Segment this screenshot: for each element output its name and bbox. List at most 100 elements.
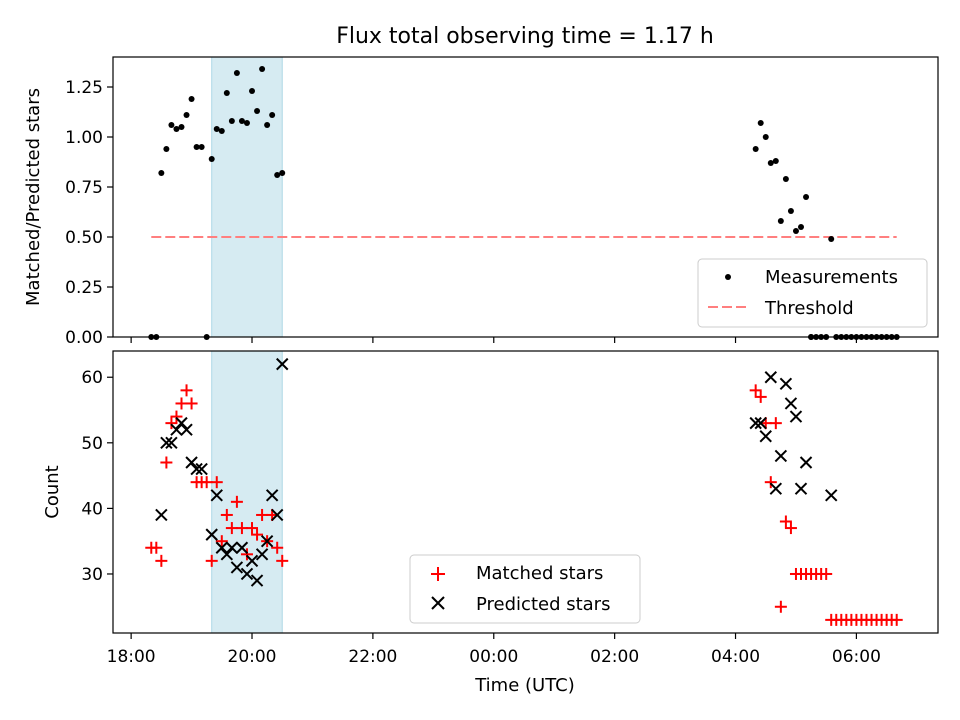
predicted-star-point bbox=[794, 482, 808, 495]
y-tick-label: 0.75 bbox=[65, 178, 103, 198]
measurement-point bbox=[163, 146, 170, 152]
predicted-star-point bbox=[265, 489, 279, 502]
top-y-axis-label: Matched/Predicted stars bbox=[23, 88, 44, 306]
predicted-star-point bbox=[749, 416, 762, 430]
measurement-point bbox=[777, 218, 784, 224]
measurement-point bbox=[274, 172, 281, 178]
predicted-star-point bbox=[784, 397, 798, 410]
y-tick-label: 40 bbox=[81, 499, 103, 519]
matched-star-point bbox=[779, 515, 792, 528]
top-y-ticks: 0.00 0.25 0.50 0.75 1.00 1.25 bbox=[65, 78, 113, 348]
top-legend-box bbox=[697, 258, 928, 328]
matched-star-point bbox=[769, 417, 782, 430]
measurement-point bbox=[183, 112, 190, 118]
predicted-star-point bbox=[240, 567, 254, 581]
legend-matched-marker bbox=[431, 567, 445, 581]
predicted-star-point bbox=[754, 416, 767, 430]
y-tick-label: 0.25 bbox=[65, 278, 103, 298]
measurement-point bbox=[828, 236, 835, 242]
measurement-point bbox=[767, 160, 774, 166]
predicted-star-point bbox=[180, 423, 193, 436]
predicted-star-point bbox=[825, 489, 838, 502]
matched-star-point bbox=[200, 476, 213, 489]
measurement-point bbox=[269, 112, 276, 118]
predicted-star-point bbox=[799, 456, 813, 469]
matched-star-point bbox=[170, 410, 183, 423]
y-tick-label: 1.25 bbox=[65, 78, 103, 98]
matched-star-point bbox=[774, 600, 787, 613]
measurement-point bbox=[249, 88, 256, 94]
top-plot-frame bbox=[112, 56, 939, 338]
predicted-star-points bbox=[155, 357, 838, 587]
predicted-star-point bbox=[235, 541, 249, 554]
bottom-legend-box bbox=[409, 554, 641, 624]
legend-matched-label: Matched stars bbox=[476, 563, 603, 584]
predicted-star-point bbox=[759, 430, 772, 443]
matched-star-point bbox=[150, 541, 163, 554]
predicted-star-point bbox=[155, 508, 168, 522]
legend-predicted-marker bbox=[431, 596, 445, 610]
predicted-star-point bbox=[276, 357, 289, 371]
matched-star-point bbox=[251, 528, 264, 541]
predicted-star-point bbox=[190, 462, 203, 476]
predicted-star-point bbox=[255, 548, 269, 561]
measurement-point bbox=[198, 144, 205, 150]
matched-star-point bbox=[210, 476, 223, 489]
measurement-point bbox=[792, 228, 799, 234]
measurement-point bbox=[233, 70, 240, 76]
y-tick-label: 60 bbox=[81, 368, 103, 388]
matched-star-point bbox=[749, 384, 762, 397]
measurement-point bbox=[218, 128, 225, 134]
predicted-star-point bbox=[230, 561, 244, 574]
bottom-legend: Matched stars Predicted stars bbox=[409, 554, 641, 624]
x-tick-label: 02:00 bbox=[590, 647, 639, 667]
predicted-star-point bbox=[225, 541, 239, 554]
x-tick-label: 22:00 bbox=[348, 647, 397, 667]
predicted-star-point bbox=[774, 449, 788, 463]
matched-star-point bbox=[225, 522, 238, 535]
predicted-star-point bbox=[250, 574, 264, 587]
predicted-star-point bbox=[195, 462, 208, 476]
predicted-star-point bbox=[260, 534, 274, 548]
x-tick-label: 06:00 bbox=[832, 647, 881, 667]
y-tick-label: 50 bbox=[81, 434, 103, 454]
y-tick-label: 0.50 bbox=[65, 228, 103, 248]
matched-star-point bbox=[205, 554, 218, 567]
x-tick-label: 20:00 bbox=[228, 647, 277, 667]
measurement-point bbox=[168, 122, 175, 128]
x-tick-label: 00:00 bbox=[469, 647, 518, 667]
shaded-observing-span-top bbox=[211, 56, 283, 338]
predicted-star-point bbox=[215, 541, 228, 554]
measurement-point bbox=[223, 90, 230, 96]
predicted-star-point bbox=[245, 554, 259, 568]
predicted-star-point bbox=[160, 436, 173, 450]
measurement-point bbox=[264, 122, 271, 128]
measurement-point bbox=[782, 176, 789, 182]
x-tick-label: 04:00 bbox=[711, 647, 760, 667]
measurement-point bbox=[228, 118, 235, 124]
top-x-ticks bbox=[130, 337, 858, 343]
shaded-observing-span-bottom bbox=[211, 350, 283, 634]
legend-measurements-label: Measurements bbox=[765, 267, 898, 288]
figure-title: Flux total observing time = 1.17 h bbox=[336, 24, 714, 49]
bottom-y-ticks: 30 40 50 60 bbox=[81, 368, 113, 585]
matched-star-point bbox=[240, 548, 253, 561]
x-tick-label: 18:00 bbox=[107, 647, 156, 667]
measurement-point bbox=[757, 120, 764, 126]
matched-star-point bbox=[165, 417, 178, 430]
matched-star-point bbox=[256, 508, 269, 521]
matched-star-point bbox=[175, 397, 188, 410]
matched-star-point bbox=[160, 456, 173, 469]
predicted-star-point bbox=[769, 482, 783, 495]
matched-star-point bbox=[230, 495, 243, 508]
predicted-star-point bbox=[175, 416, 188, 430]
legend-measurements-marker bbox=[725, 274, 731, 280]
legend-threshold-label: Threshold bbox=[764, 298, 854, 319]
measurement-point bbox=[173, 126, 180, 132]
bottom-x-ticks: 18:00 20:00 22:00 00:00 02:00 04:00 06:00 bbox=[107, 633, 881, 667]
top-legend: Measurements Threshold bbox=[697, 258, 928, 328]
measurement-point bbox=[193, 144, 200, 150]
y-tick-label: 1.00 bbox=[65, 128, 103, 148]
measurement-point bbox=[762, 134, 769, 140]
y-tick-label: 0.00 bbox=[65, 328, 103, 348]
